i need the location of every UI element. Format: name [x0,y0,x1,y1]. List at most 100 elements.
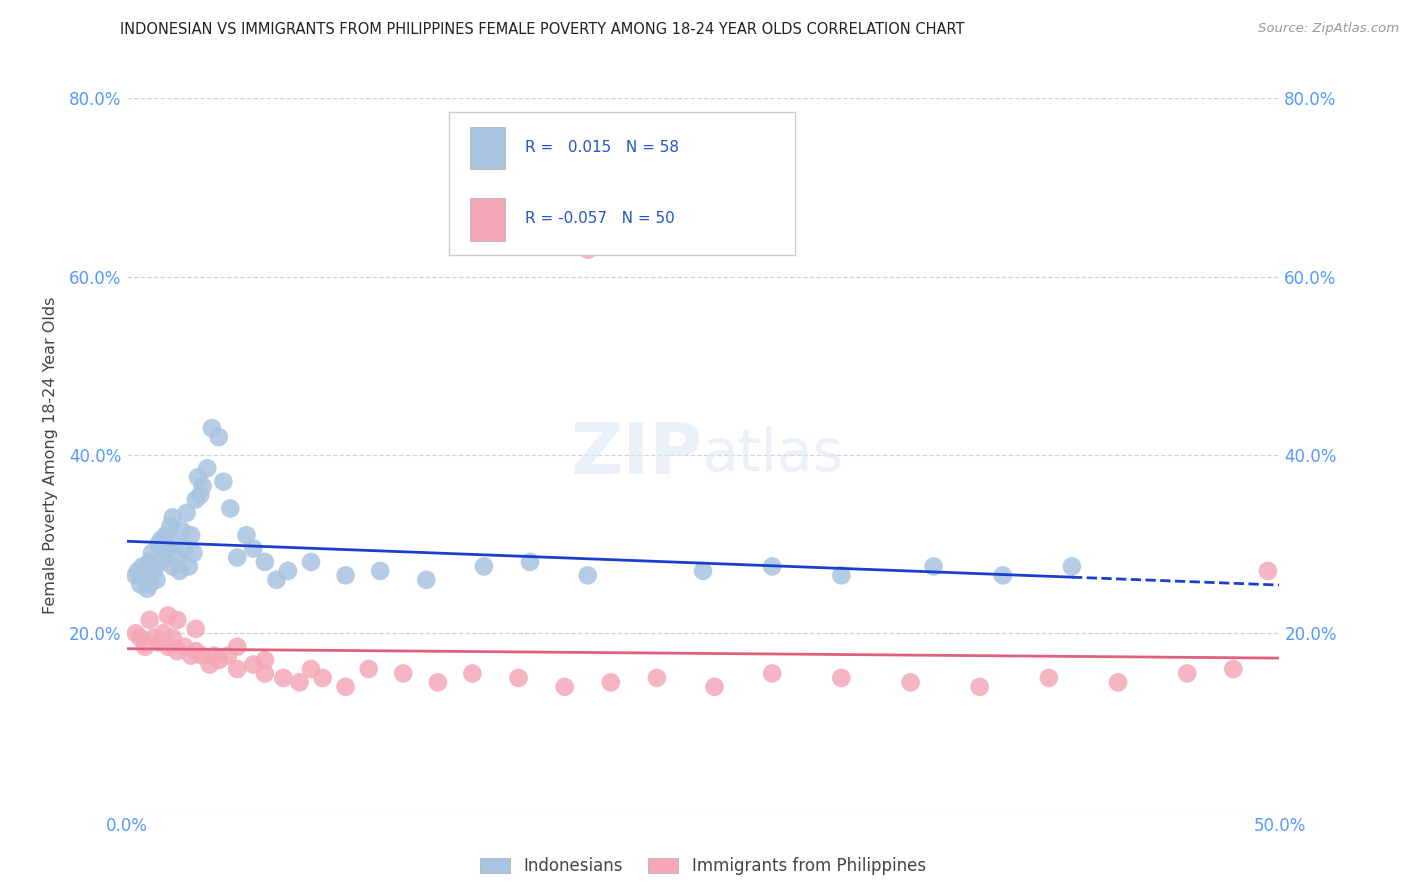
Point [368,564,391,578]
Point [576,243,599,257]
Point [183,546,205,560]
Point [141,546,163,560]
Point [212,475,235,489]
Point [554,680,576,694]
Point [162,510,184,524]
Point [166,644,188,658]
Point [187,470,209,484]
Point [170,524,193,538]
Point [392,666,415,681]
Text: INDONESIAN VS IMMIGRANTS FROM PHILIPPINES FEMALE POVERTY AMONG 18-24 YEAR OLDS C: INDONESIAN VS IMMIGRANTS FROM PHILIPPINE… [120,22,965,37]
Point [519,555,541,569]
Point [253,666,276,681]
Point [131,559,153,574]
Point [145,573,167,587]
Point [198,657,221,672]
Point [208,653,231,667]
Point [180,528,202,542]
Point [1175,666,1198,681]
Point [180,648,202,663]
Point [125,626,148,640]
Point [472,559,495,574]
Point [208,430,231,444]
Point [242,657,264,672]
Point [253,555,276,569]
Point [226,662,249,676]
Point [703,680,725,694]
Point [226,640,249,654]
Point [761,666,783,681]
Point [461,666,484,681]
Point [138,564,160,578]
Point [148,537,170,551]
Point [152,626,174,640]
Point [138,613,160,627]
Point [1107,675,1129,690]
Point [150,555,173,569]
Point [299,555,322,569]
Point [134,573,156,587]
Point [152,550,174,565]
Point [273,671,295,685]
Point [830,568,852,582]
Point [969,680,991,694]
Point [176,506,198,520]
Point [143,631,166,645]
Point [288,675,311,690]
Point [163,537,186,551]
Point [159,519,181,533]
Point [201,421,224,435]
Point [830,671,852,685]
Point [173,541,195,556]
Point [125,568,148,582]
Point [188,488,211,502]
Point [415,573,437,587]
Point [155,528,177,542]
Point [219,501,242,516]
Point [157,640,180,654]
Point [166,613,188,627]
Point [1257,564,1279,578]
Point [157,541,180,556]
Point [1038,671,1060,685]
Point [991,568,1014,582]
Point [266,573,288,587]
Point [235,528,257,542]
Point [191,648,214,663]
Point [184,622,207,636]
Y-axis label: Female Poverty Among 18-24 Year Olds: Female Poverty Among 18-24 Year Olds [44,296,58,614]
Point [645,671,668,685]
Point [166,550,188,565]
Point [1060,559,1083,574]
Point [177,559,200,574]
Point [138,577,160,591]
Point [226,550,249,565]
Legend: Indonesians, Immigrants from Philippines: Indonesians, Immigrants from Philippines [474,851,932,882]
Point [138,555,160,569]
Point [143,564,166,578]
Point [148,635,170,649]
Point [129,631,152,645]
Point [299,662,322,676]
Point [202,648,225,663]
Point [150,533,173,547]
Point [136,582,159,596]
Point [335,680,357,694]
Point [761,559,783,574]
Text: Source: ZipAtlas.com: Source: ZipAtlas.com [1258,22,1399,36]
Point [576,568,599,582]
Point [922,559,945,574]
Point [195,461,218,475]
Point [900,675,922,690]
Point [191,479,214,493]
Point [129,577,152,591]
Point [157,608,180,623]
Point [426,675,449,690]
Point [508,671,530,685]
Point [599,675,621,690]
Point [162,631,184,645]
Text: ZIP: ZIP [571,420,703,490]
Point [169,564,191,578]
Point [692,564,714,578]
Point [134,640,156,654]
